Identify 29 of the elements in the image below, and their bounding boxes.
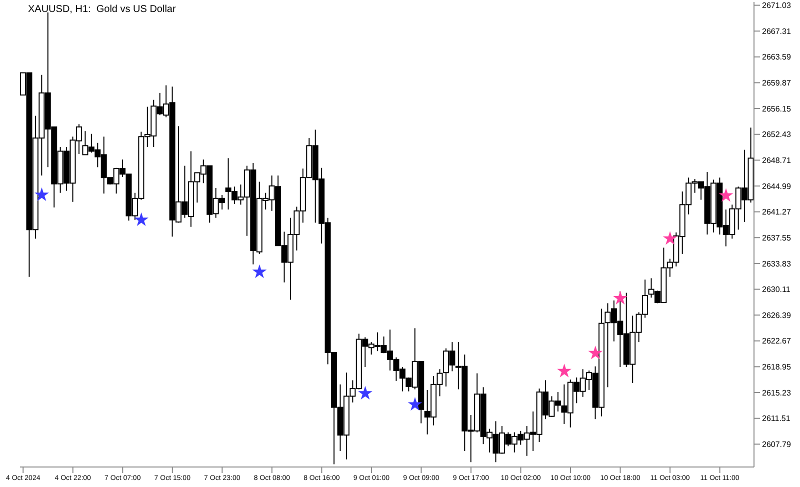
point [134, 212, 148, 226]
y-tick-label: 2663.59 [762, 52, 792, 62]
point [613, 290, 628, 304]
chart-title: XAUUSD, H1: Gold vs US Dollar [28, 4, 176, 15]
y-tick-label: 2656.15 [762, 104, 792, 114]
point [358, 386, 372, 400]
point [408, 396, 422, 411]
point [718, 188, 734, 202]
y-tick-label: 2615.23 [762, 388, 792, 398]
y-tick-label: 2637.55 [762, 233, 792, 242]
y-tick-label: 2630.11 [762, 285, 791, 294]
point [588, 346, 603, 360]
y-tick-label: 2659.87 [762, 78, 792, 88]
y-tick-label: 2648.71 [762, 156, 792, 166]
y-tick-label: 2618.95 [762, 362, 792, 372]
y-tick-label: 2611.51 [762, 414, 791, 424]
point [34, 187, 49, 202]
y-tick-label: 2626.39 [762, 310, 792, 320]
point [252, 264, 267, 278]
y-tick-label: 2644.99 [762, 182, 792, 191]
y-tick-label: 2607.79 [762, 440, 792, 450]
y-tick-label: 2622.67 [762, 336, 792, 346]
y-tick-label: 2641.27 [762, 208, 792, 217]
point [557, 364, 572, 378]
point [662, 231, 678, 245]
y-tick-label: 2667.31 [762, 26, 792, 36]
y-tick-label: 2652.43 [762, 130, 792, 140]
y-tick-label: 2633.83 [762, 259, 792, 268]
y-tick-label: 2671.03 [762, 1, 792, 10]
